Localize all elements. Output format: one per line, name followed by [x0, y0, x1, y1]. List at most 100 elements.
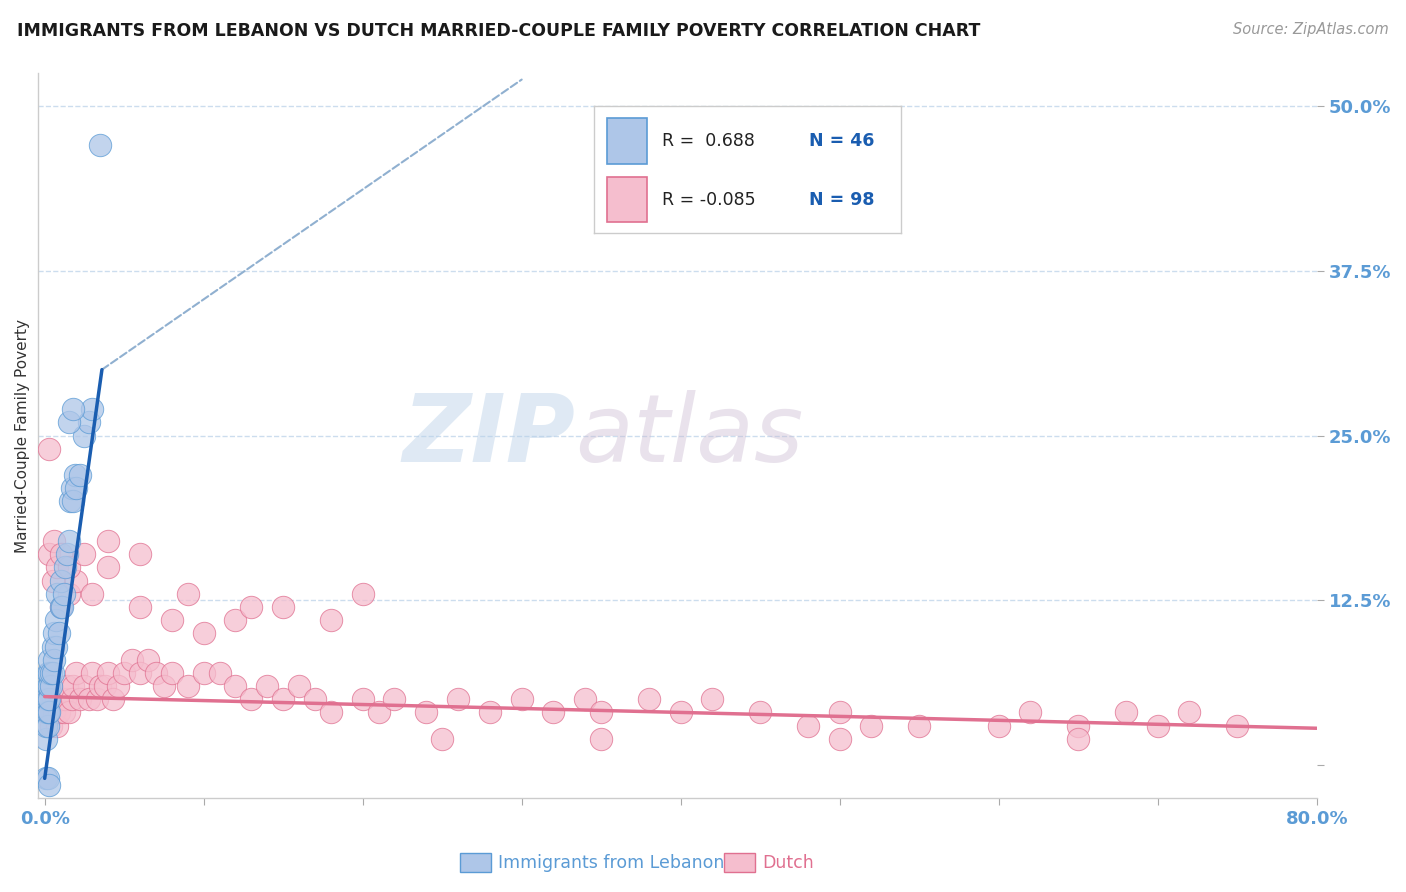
Point: [89, 138, 111, 153]
Point: [35, 706, 58, 720]
Point: [828, 706, 851, 720]
Point: [82, 587, 104, 601]
Point: [46, 587, 69, 601]
Point: [60, 481, 83, 495]
Text: Dutch: Dutch: [762, 855, 814, 872]
Point: [129, 665, 152, 680]
Point: [478, 706, 501, 720]
Point: [543, 706, 565, 720]
Point: [35, 772, 58, 786]
Point: [65, 665, 87, 680]
Point: [208, 665, 231, 680]
Point: [38, 706, 60, 720]
Point: [828, 731, 851, 746]
Point: [45, 640, 67, 654]
Point: [37, 706, 59, 720]
Point: [112, 665, 135, 680]
Point: [153, 679, 176, 693]
Point: [52, 587, 75, 601]
Point: [58, 706, 80, 720]
Point: [49, 547, 72, 561]
Point: [39, 665, 62, 680]
Point: [73, 679, 96, 693]
Text: Source: ZipAtlas.com: Source: ZipAtlas.com: [1233, 22, 1389, 37]
Point: [52, 706, 75, 720]
Point: [591, 706, 613, 720]
Point: [177, 587, 200, 601]
Point: [35, 692, 58, 706]
Point: [669, 706, 692, 720]
Point: [49, 599, 72, 614]
Point: [384, 692, 406, 706]
Point: [908, 718, 931, 732]
Point: [129, 599, 152, 614]
Point: [97, 534, 120, 549]
Point: [319, 613, 342, 627]
Point: [94, 679, 117, 693]
Point: [749, 706, 772, 720]
Text: atlas: atlas: [575, 390, 803, 481]
Point: [73, 428, 96, 442]
Point: [38, 679, 60, 693]
Point: [38, 706, 60, 720]
Point: [58, 587, 80, 601]
Point: [49, 574, 72, 588]
Point: [58, 534, 80, 549]
Point: [62, 402, 84, 417]
Point: [38, 665, 60, 680]
Point: [160, 665, 183, 680]
Point: [53, 560, 76, 574]
Point: [107, 679, 129, 693]
Point: [987, 718, 1010, 732]
Point: [86, 692, 108, 706]
Text: IMMIGRANTS FROM LEBANON VS DUTCH MARRIED-COUPLE FAMILY POVERTY CORRELATION CHART: IMMIGRANTS FROM LEBANON VS DUTCH MARRIED…: [17, 22, 980, 40]
Point: [1226, 718, 1249, 732]
Point: [1067, 731, 1090, 746]
Point: [447, 692, 470, 706]
Point: [41, 574, 63, 588]
Point: [35, 718, 58, 732]
Point: [89, 679, 111, 693]
Point: [44, 534, 66, 549]
Point: [58, 560, 80, 574]
Point: [77, 692, 100, 706]
Point: [38, 653, 60, 667]
Point: [304, 692, 326, 706]
Point: [51, 599, 73, 614]
Point: [432, 731, 454, 746]
Point: [136, 653, 159, 667]
Point: [35, 706, 58, 720]
Point: [56, 547, 79, 561]
Point: [145, 665, 167, 680]
Text: ZIP: ZIP: [402, 390, 575, 482]
Point: [1146, 718, 1168, 732]
Point: [193, 626, 215, 640]
Point: [60, 692, 83, 706]
Point: [101, 692, 124, 706]
Point: [160, 613, 183, 627]
Point: [240, 599, 263, 614]
Point: [73, 547, 96, 561]
Point: [1067, 718, 1090, 732]
Point: [38, 547, 60, 561]
Point: [37, 679, 59, 693]
Point: [44, 653, 66, 667]
Point: [46, 560, 69, 574]
Point: [65, 574, 87, 588]
Point: [45, 692, 67, 706]
Point: [256, 679, 278, 693]
Point: [46, 718, 69, 732]
Point: [35, 731, 58, 746]
Point: [69, 692, 91, 706]
Point: [37, 692, 59, 706]
Point: [62, 679, 84, 693]
Point: [82, 665, 104, 680]
Point: [224, 679, 246, 693]
Point: [1178, 706, 1201, 720]
Point: [37, 665, 59, 680]
Point: [415, 706, 437, 720]
Point: [69, 468, 91, 483]
Point: [65, 481, 87, 495]
Point: [797, 718, 820, 732]
Y-axis label: Married-Couple Family Poverty: Married-Couple Family Poverty: [15, 318, 30, 552]
